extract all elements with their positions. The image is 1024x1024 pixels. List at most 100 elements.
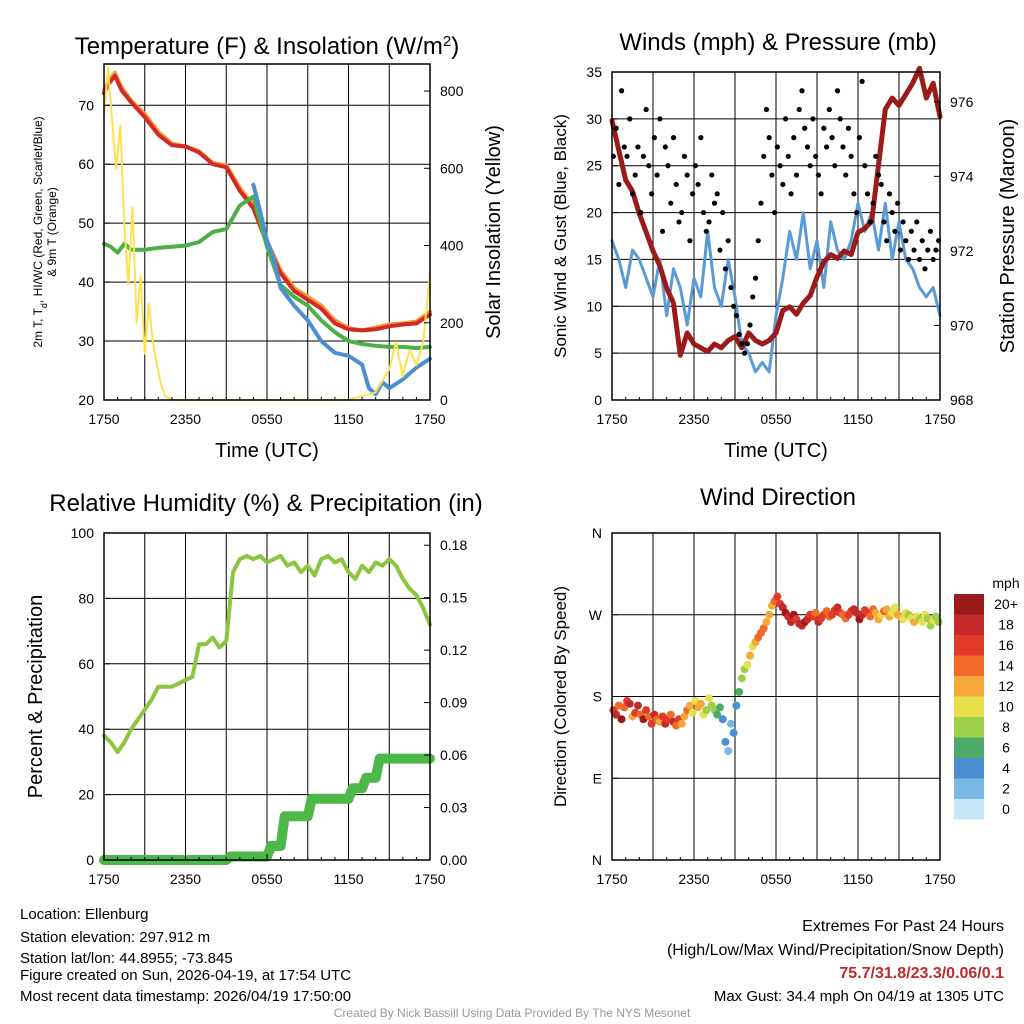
gust-point [832, 163, 838, 169]
gust-point [695, 181, 701, 188]
gust-point [736, 331, 742, 337]
chart-title: Relative Humidity (%) & Precipitation (i… [49, 490, 482, 517]
y-tick-label: 5 [594, 345, 602, 361]
gust-point [892, 228, 898, 234]
gust-point [875, 172, 882, 178]
gust-point [766, 135, 772, 141]
direction-point [642, 706, 651, 715]
direction-point [732, 701, 741, 710]
chart-title: Winds (mph) & Pressure (mb) [619, 29, 936, 56]
gust-point [624, 153, 630, 159]
gust-point [895, 200, 901, 206]
y-axis-label-left: Sonic Wind & Gust (Blue, Black) [551, 114, 570, 358]
x-tick-label: 0550 [760, 871, 791, 887]
y2-tick-label: 972 [950, 243, 974, 259]
gust-point [692, 163, 698, 169]
direction-point [666, 710, 675, 719]
gust-point [813, 153, 819, 159]
gust-point [706, 219, 712, 225]
x-tick-label: 1150 [843, 411, 873, 427]
y-axis-label-left: Direction (Colored By Speed) [551, 586, 570, 807]
gust-point [925, 247, 931, 253]
gust-point [772, 209, 778, 216]
x-tick-label: 1150 [843, 871, 873, 887]
gust-point [714, 191, 720, 197]
station-latlon: Station lat/lon: 44.8955; -73.845 [20, 950, 233, 967]
gust-point [802, 125, 808, 131]
gust-point [668, 200, 674, 206]
colorbar-label: 10 [998, 699, 1014, 715]
gust-point [791, 135, 797, 141]
x-tick-label: 1750 [596, 871, 627, 887]
gust-point [627, 116, 633, 122]
gust-point [632, 172, 638, 178]
gust-point [621, 144, 627, 150]
direction-point [718, 715, 727, 724]
x-axis-label: Time (UTC) [724, 440, 828, 462]
gust-point [700, 209, 707, 216]
gust-point [769, 172, 775, 178]
gust-point [755, 238, 761, 244]
colorbar-swatch [954, 655, 984, 676]
x-tick-label: 1750 [596, 411, 627, 427]
gust-point [826, 106, 832, 113]
y-tick-label: E [593, 770, 602, 786]
y-tick-label: W [589, 607, 603, 623]
x-tick-label: 1750 [924, 871, 955, 887]
colorbar-swatch [954, 799, 984, 820]
colorbar-swatch [954, 594, 984, 615]
colorbar-label: 12 [998, 678, 1014, 694]
y-axis-label-line2: & 9m T (Orange) [45, 187, 59, 277]
direction-point [612, 710, 621, 719]
gust-point [640, 153, 647, 159]
gust-point [829, 135, 835, 141]
x-tick-label: 0550 [760, 411, 791, 427]
gust-point [618, 88, 625, 94]
y-tick-label: 60 [78, 156, 94, 172]
gust-point [670, 135, 677, 141]
gust-point [900, 219, 906, 225]
gust-point [774, 144, 780, 150]
series-relative-humidity [102, 553, 432, 755]
gust-point [657, 116, 663, 122]
direction-point [713, 710, 722, 719]
y-tick-label: 20 [78, 392, 94, 408]
direction-point [721, 737, 730, 746]
gust-point [878, 181, 884, 188]
colorbar-label: 4 [1002, 760, 1010, 776]
x-tick-label: 0550 [251, 411, 282, 427]
chart-title: Wind Direction [700, 484, 856, 511]
y2-tick-label: 0.18 [440, 537, 467, 553]
direction-point [743, 660, 752, 669]
colorbar-swatch [954, 635, 984, 656]
colorbar-swatch [954, 614, 984, 635]
colorbar-label: 2 [1002, 781, 1010, 797]
x-tick-label: 1750 [924, 411, 955, 427]
direction-point [899, 615, 908, 624]
y2-tick-label: 0.12 [440, 642, 467, 658]
series-sonic-wind [610, 201, 942, 374]
series-2m-t [102, 73, 432, 333]
series-wind-chill [251, 182, 432, 397]
gust-point [722, 266, 729, 272]
gust-point [796, 106, 802, 113]
x-tick-label: 2350 [170, 871, 201, 887]
gust-point [793, 172, 800, 178]
gust-point [731, 303, 737, 309]
gust-point [654, 172, 660, 178]
y-tick-label: 40 [78, 721, 94, 737]
gust-point [886, 191, 893, 197]
gust-point [616, 181, 622, 188]
y-tick-label: 40 [78, 274, 94, 290]
panel-rh: 1750 2350 0550 1150 1750 0 20 40 60 80 100 0.00 0.03… [25, 490, 483, 887]
gust-point [840, 144, 846, 150]
gust-point [799, 88, 805, 94]
y-tick-label: N [592, 525, 602, 541]
direction-point [702, 706, 711, 715]
y2-tick-label: 970 [950, 317, 974, 333]
y2-tick-label: 0.03 [440, 800, 467, 816]
gust-point [698, 135, 704, 141]
gust-point [635, 144, 641, 150]
gust-point [649, 191, 655, 197]
gust-point [881, 219, 887, 225]
